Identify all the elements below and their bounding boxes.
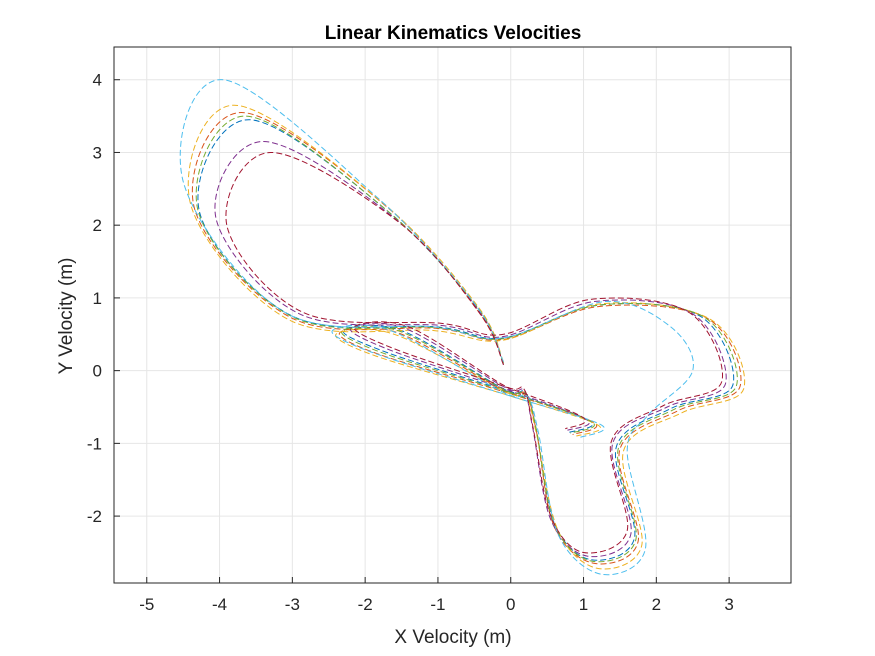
y-axis-label: Y Velocity (m) [56,258,77,375]
chart-title: Linear Kinematics Velocities [325,23,582,44]
series-line-4 [214,140,727,558]
x-tick-label: -4 [212,595,227,614]
series-line-6 [179,79,694,576]
y-tick-label: 4 [93,71,102,90]
x-tick-label: 2 [652,595,661,614]
y-tick-label: 2 [93,216,102,235]
y-tick-label: 3 [93,143,102,162]
y-axis: -2 -1 0 1 2 3 4 [87,71,120,526]
y-tick-label: 1 [93,289,102,308]
y-tick-label: -2 [87,507,102,526]
x-tick-label: -1 [430,595,445,614]
x-axis: -5 -4 -3 -2 -1 0 1 2 3 [139,577,734,614]
series-line-7 [225,151,724,554]
x-tick-label: 3 [724,595,733,614]
x-axis-label: X Velocity (m) [394,627,511,648]
plot-box [113,46,792,584]
x-tick-label: 1 [579,595,588,614]
x-tick-label: -2 [358,595,373,614]
x-tick-label: -3 [285,595,300,614]
x-tick-label: 0 [506,595,515,614]
series-line-3 [187,104,746,570]
y-tick-label: -1 [87,434,102,453]
series-layer [179,79,746,576]
x-tick-label: -5 [139,595,154,614]
series-line-5 [195,115,738,563]
y-tick-label: 0 [93,362,102,381]
